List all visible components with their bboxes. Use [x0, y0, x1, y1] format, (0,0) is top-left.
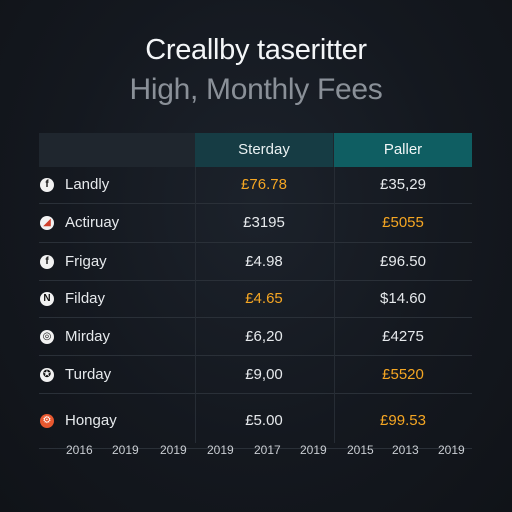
column-header-paller[interactable]: Paller [334, 133, 472, 167]
cell-sterday: £76.78 [241, 176, 287, 193]
cell-paller: £35,29 [380, 176, 426, 193]
year-label: 2019 [112, 443, 139, 457]
cell-sterday: £3195 [243, 214, 285, 231]
cell-paller: $14.60 [380, 290, 426, 307]
f-logo-icon: f [40, 178, 54, 192]
cell-paller: £96.50 [380, 253, 426, 270]
table-body: f Landly £76.78 £35,29 ◢ Actiruay £3195 £5055 f F… [39, 167, 472, 449]
row-name: Filday [65, 290, 106, 307]
f-logo-icon: f [40, 254, 54, 269]
column-divider [334, 167, 335, 443]
table-header-row: Sterday Paller [39, 133, 472, 167]
cell-paller: £5520 [382, 366, 424, 383]
row-name: Landly [65, 176, 110, 193]
red-logo-icon: ◢ [40, 216, 54, 230]
n-logo-icon: N [40, 292, 54, 306]
row-name: Mirday [65, 328, 111, 345]
year-label: 2019 [438, 443, 465, 457]
row-name: Hongay [65, 412, 117, 429]
page-subtitle: High, Monthly Fees [129, 73, 383, 106]
fees-table: Sterday Paller f Landly £76.78 £35,29 ◢ Actir… [39, 133, 472, 449]
cell-paller: £99.53 [380, 412, 426, 429]
cell-sterday: £4.65 [245, 290, 283, 307]
cell-sterday: £6,20 [245, 328, 283, 345]
row-name: Turday [65, 366, 112, 383]
table-row[interactable]: ✪ Turday £9,00 £5520 [39, 356, 472, 394]
crest-logo-icon: ✪ [40, 367, 54, 382]
year-label: 2013 [392, 443, 419, 457]
column-divider [195, 167, 196, 443]
table-row[interactable]: f Frigay £4.98 £96.50 [39, 243, 472, 281]
cell-paller: £5055 [382, 214, 424, 231]
year-label: 2015 [347, 443, 374, 457]
table-row[interactable]: ◎ Mirday £6,20 £4275 [39, 318, 472, 356]
table-row[interactable]: ◢ Actiruay £3195 £5055 [39, 204, 472, 243]
year-axis: 2016 2019 2019 2019 2017 2019 2015 2013 2019 [39, 443, 472, 459]
cell-sterday: £4.98 [245, 253, 283, 270]
year-label: 2019 [160, 443, 187, 457]
table-row[interactable]: f Landly £76.78 £35,29 [39, 167, 472, 204]
column-header-sterday[interactable]: Sterday [195, 133, 333, 167]
cell-paller: £4275 [382, 328, 424, 345]
orange-gear-logo-icon: ⚙ [40, 414, 54, 428]
year-label: 2019 [207, 443, 234, 457]
badge-logo-icon: ◎ [40, 329, 54, 344]
table-row[interactable]: ⚙ Hongay £5.00 £99.53 [39, 394, 472, 449]
cell-sterday: £5.00 [245, 412, 283, 429]
page-title: Creallby taseritter [145, 34, 367, 66]
row-name: Actiruay [65, 214, 120, 231]
row-name: Frigay [65, 253, 107, 270]
cell-sterday: £9,00 [245, 366, 283, 383]
year-label: 2016 [66, 443, 93, 457]
year-label: 2019 [300, 443, 327, 457]
year-label: 2017 [254, 443, 281, 457]
table-row[interactable]: N Filday £4.65 $14.60 [39, 281, 472, 318]
